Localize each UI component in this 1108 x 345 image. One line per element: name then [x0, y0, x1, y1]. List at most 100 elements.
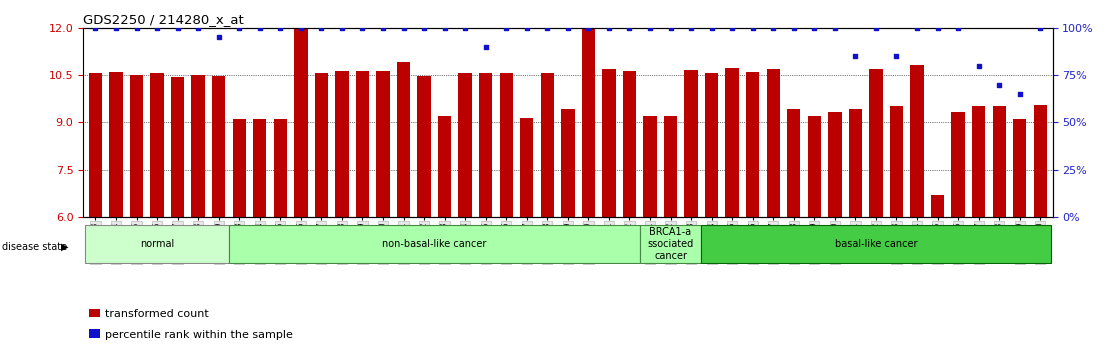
- Bar: [726, 68, 739, 217]
- Point: [538, 25, 556, 30]
- Point: [127, 25, 145, 30]
- Bar: [870, 69, 883, 217]
- Point: [497, 25, 515, 30]
- FancyBboxPatch shape: [85, 225, 229, 263]
- FancyBboxPatch shape: [701, 225, 1050, 263]
- Bar: [849, 109, 862, 217]
- Bar: [952, 112, 965, 217]
- Point: [230, 25, 248, 30]
- Bar: [808, 116, 821, 217]
- Point: [642, 25, 659, 30]
- Point: [950, 25, 967, 30]
- Point: [784, 25, 802, 30]
- Bar: [561, 109, 575, 217]
- Bar: [890, 106, 903, 217]
- Point: [1032, 25, 1049, 30]
- Bar: [479, 73, 492, 217]
- Text: GDS2250 / 214280_x_at: GDS2250 / 214280_x_at: [83, 13, 244, 27]
- Bar: [931, 195, 944, 217]
- Point: [456, 25, 474, 30]
- Point: [702, 25, 720, 30]
- Bar: [500, 73, 513, 217]
- Bar: [685, 70, 698, 217]
- Point: [806, 25, 823, 30]
- Point: [353, 25, 371, 30]
- Text: BRCA1-a
ssociated
cancer: BRCA1-a ssociated cancer: [647, 227, 694, 261]
- Bar: [294, 29, 308, 217]
- Bar: [192, 75, 205, 217]
- Point: [476, 44, 494, 49]
- Point: [416, 25, 433, 30]
- Point: [683, 25, 700, 30]
- Point: [271, 25, 289, 30]
- Bar: [705, 73, 718, 217]
- FancyBboxPatch shape: [229, 225, 639, 263]
- Point: [558, 25, 576, 30]
- Bar: [1034, 105, 1047, 217]
- Bar: [993, 106, 1006, 217]
- Point: [970, 63, 987, 68]
- Point: [394, 25, 412, 30]
- Text: disease state: disease state: [2, 242, 68, 252]
- Bar: [746, 72, 759, 217]
- Bar: [664, 116, 677, 217]
- Text: percentile rank within the sample: percentile rank within the sample: [105, 330, 294, 339]
- Bar: [397, 62, 410, 217]
- Point: [991, 82, 1008, 87]
- Bar: [336, 71, 349, 217]
- Point: [1010, 91, 1028, 97]
- Point: [334, 25, 351, 30]
- Point: [250, 25, 268, 30]
- FancyBboxPatch shape: [639, 225, 701, 263]
- Text: transformed count: transformed count: [105, 309, 209, 319]
- Text: basal-like cancer: basal-like cancer: [834, 239, 917, 249]
- Bar: [315, 73, 328, 217]
- Point: [86, 25, 104, 30]
- Point: [765, 25, 782, 30]
- Bar: [377, 71, 390, 217]
- Point: [620, 25, 638, 30]
- Bar: [110, 72, 123, 217]
- Bar: [623, 71, 636, 217]
- Bar: [541, 73, 554, 217]
- Point: [312, 25, 330, 30]
- Point: [601, 25, 618, 30]
- Point: [148, 25, 166, 30]
- Bar: [253, 119, 266, 217]
- Bar: [233, 119, 246, 217]
- Point: [168, 25, 186, 30]
- Bar: [520, 118, 533, 217]
- Bar: [972, 106, 985, 217]
- Bar: [274, 119, 287, 217]
- Point: [825, 25, 843, 30]
- Point: [435, 25, 453, 30]
- Bar: [644, 116, 657, 217]
- Point: [868, 25, 885, 30]
- Bar: [603, 69, 616, 217]
- Text: non-basal-like cancer: non-basal-like cancer: [382, 239, 486, 249]
- Bar: [767, 69, 780, 217]
- Point: [189, 25, 207, 30]
- Point: [579, 25, 597, 30]
- Bar: [418, 76, 431, 217]
- Bar: [212, 76, 225, 217]
- Point: [293, 25, 310, 30]
- Point: [888, 53, 905, 59]
- Bar: [438, 116, 451, 217]
- Point: [929, 25, 946, 30]
- Bar: [787, 109, 800, 217]
- Point: [909, 25, 926, 30]
- Bar: [582, 29, 595, 217]
- Point: [743, 25, 761, 30]
- Bar: [1013, 119, 1026, 217]
- Point: [375, 25, 392, 30]
- Point: [661, 25, 679, 30]
- Bar: [130, 75, 143, 217]
- Bar: [911, 65, 924, 217]
- Point: [107, 25, 125, 30]
- Text: normal: normal: [140, 239, 174, 249]
- Bar: [459, 73, 472, 217]
- Point: [517, 25, 535, 30]
- Bar: [356, 71, 369, 217]
- Bar: [828, 112, 842, 217]
